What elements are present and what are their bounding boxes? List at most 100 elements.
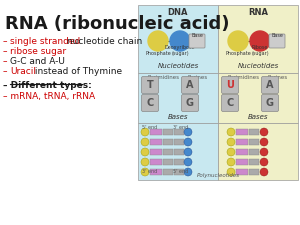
Bar xyxy=(174,149,184,155)
Bar xyxy=(236,159,248,165)
Circle shape xyxy=(227,148,235,156)
Text: –: – xyxy=(3,57,10,66)
Circle shape xyxy=(228,31,248,51)
Text: 5' end: 5' end xyxy=(142,125,157,130)
Circle shape xyxy=(141,128,149,136)
FancyBboxPatch shape xyxy=(221,76,239,94)
Bar xyxy=(236,139,248,145)
Bar xyxy=(218,5,298,73)
Text: Pyrimidines: Pyrimidines xyxy=(228,75,260,80)
Circle shape xyxy=(227,128,235,136)
Circle shape xyxy=(141,168,149,176)
Bar xyxy=(249,149,259,155)
Text: A: A xyxy=(266,80,274,90)
Bar xyxy=(150,139,162,145)
FancyBboxPatch shape xyxy=(221,94,239,112)
Bar xyxy=(236,129,248,135)
Circle shape xyxy=(260,138,268,146)
Text: – mRNA, tRNA, rRNA: – mRNA, tRNA, rRNA xyxy=(3,92,95,101)
Text: –: – xyxy=(3,37,10,46)
Text: 5' end: 5' end xyxy=(173,169,188,174)
Bar xyxy=(249,159,259,165)
Text: C: C xyxy=(146,98,154,108)
Text: – Different types:: – Different types: xyxy=(3,81,92,90)
Bar xyxy=(174,139,184,145)
Text: ribose sugar: ribose sugar xyxy=(10,47,66,56)
Text: Ribose
(sugar): Ribose (sugar) xyxy=(251,45,269,56)
Text: Base: Base xyxy=(191,33,203,38)
Circle shape xyxy=(227,168,235,176)
Text: Bases: Bases xyxy=(248,114,268,120)
Circle shape xyxy=(141,158,149,166)
Bar xyxy=(174,159,184,165)
Text: –: – xyxy=(3,47,10,56)
FancyBboxPatch shape xyxy=(182,94,199,112)
Text: instead of Thymine: instead of Thymine xyxy=(32,67,122,76)
Text: nucleotide chain: nucleotide chain xyxy=(64,37,142,46)
Circle shape xyxy=(141,148,149,156)
Circle shape xyxy=(141,138,149,146)
Text: Bases: Bases xyxy=(168,114,188,120)
Text: Nucleotides: Nucleotides xyxy=(237,63,279,69)
Bar xyxy=(138,123,218,180)
Text: RNA: RNA xyxy=(248,8,268,17)
Text: Phosphate: Phosphate xyxy=(145,51,171,56)
Text: Uracil: Uracil xyxy=(10,67,36,76)
FancyBboxPatch shape xyxy=(189,34,205,48)
Circle shape xyxy=(250,31,270,51)
Text: A: A xyxy=(186,80,194,90)
Text: C: C xyxy=(226,98,234,108)
Text: 3' end: 3' end xyxy=(142,169,157,174)
Text: G: G xyxy=(266,98,274,108)
Bar xyxy=(150,159,162,165)
Bar xyxy=(163,129,173,135)
Text: Pyrimidines: Pyrimidines xyxy=(148,75,180,80)
Circle shape xyxy=(184,128,192,136)
Text: RNA (ribonucleic acid): RNA (ribonucleic acid) xyxy=(5,15,230,33)
Text: G-C and A-U: G-C and A-U xyxy=(10,57,65,66)
Bar xyxy=(174,169,184,175)
Bar xyxy=(174,129,184,135)
FancyBboxPatch shape xyxy=(182,76,199,94)
Bar xyxy=(150,129,162,135)
Bar xyxy=(218,73,298,123)
Bar xyxy=(150,169,162,175)
Text: U: U xyxy=(226,80,234,90)
Circle shape xyxy=(260,128,268,136)
FancyBboxPatch shape xyxy=(269,34,285,48)
Circle shape xyxy=(260,158,268,166)
FancyBboxPatch shape xyxy=(142,76,158,94)
Circle shape xyxy=(184,148,192,156)
Bar xyxy=(163,139,173,145)
Bar xyxy=(163,149,173,155)
Bar xyxy=(236,169,248,175)
FancyBboxPatch shape xyxy=(262,76,278,94)
Text: single stranded: single stranded xyxy=(10,37,80,46)
Text: –: – xyxy=(3,67,10,76)
Text: Nucleotides: Nucleotides xyxy=(158,63,199,69)
Text: Polynucleotides: Polynucleotides xyxy=(196,173,240,178)
Circle shape xyxy=(260,148,268,156)
Circle shape xyxy=(227,138,235,146)
Text: DNA: DNA xyxy=(168,8,188,17)
Circle shape xyxy=(184,168,192,176)
Bar xyxy=(138,5,218,73)
Text: Base: Base xyxy=(271,33,283,38)
Circle shape xyxy=(184,158,192,166)
Text: Deoxyribose
(sugar): Deoxyribose (sugar) xyxy=(165,45,195,56)
Text: G: G xyxy=(186,98,194,108)
Text: T: T xyxy=(147,80,153,90)
Bar xyxy=(249,129,259,135)
Text: 3' end: 3' end xyxy=(173,125,188,130)
Circle shape xyxy=(148,31,168,51)
Bar xyxy=(163,159,173,165)
Circle shape xyxy=(170,31,190,51)
Circle shape xyxy=(184,138,192,146)
Text: Purines: Purines xyxy=(188,75,208,80)
Bar xyxy=(236,149,248,155)
Bar xyxy=(150,149,162,155)
FancyBboxPatch shape xyxy=(262,94,278,112)
Text: Purines: Purines xyxy=(268,75,288,80)
Bar xyxy=(218,123,298,180)
FancyBboxPatch shape xyxy=(142,94,158,112)
